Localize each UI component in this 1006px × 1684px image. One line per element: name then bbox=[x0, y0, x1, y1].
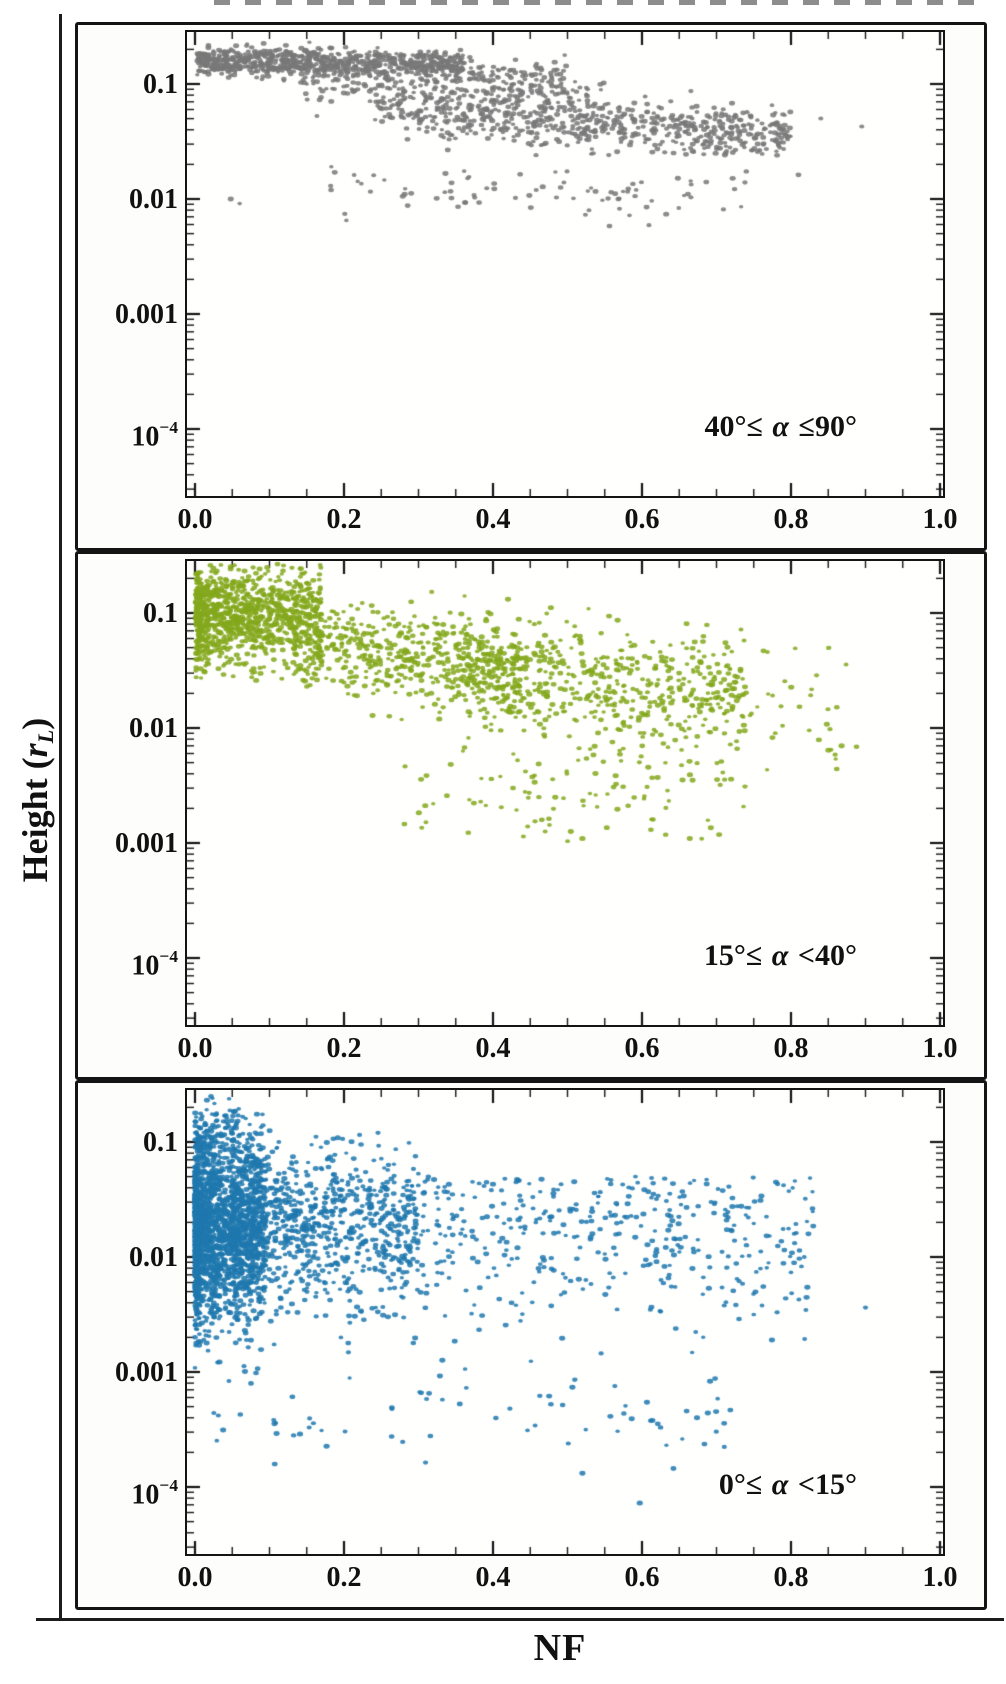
x-tick-label: 0.2 bbox=[326, 1562, 362, 1593]
y-tick-label: 10−4 bbox=[80, 413, 178, 453]
x-tick-label: 0.4 bbox=[475, 504, 511, 535]
y-tick-label: 0.001 bbox=[115, 828, 178, 859]
y-tick-label: 0.001 bbox=[115, 299, 178, 330]
x-axis-label: NF bbox=[533, 1627, 587, 1669]
x-tick-label: 0.8 bbox=[773, 1562, 809, 1593]
y-tick-exponent: −4 bbox=[159, 1476, 178, 1495]
x-tick-label: 0.0 bbox=[177, 1033, 213, 1064]
x-tick-label: 0.4 bbox=[475, 1033, 511, 1064]
y-axis-label: Height (rL) bbox=[14, 632, 58, 968]
scatter-canvas-alpha-40-90 bbox=[187, 32, 943, 496]
annotation-lhs: 15°≤ bbox=[703, 939, 770, 972]
outer-axis-line-horizontal bbox=[36, 1618, 1004, 1621]
y-tick-base: 10 bbox=[131, 1479, 160, 1511]
x-tick-label: 0.0 bbox=[177, 1562, 213, 1593]
y-tick-base: 10 bbox=[131, 421, 160, 453]
annotation-rhs: <40° bbox=[790, 939, 857, 972]
y-tick-label: 0.01 bbox=[129, 1242, 178, 1273]
plot-frame: 0°≤ α <15° bbox=[185, 1088, 945, 1556]
y-axis-label-suffix: ) bbox=[15, 717, 55, 730]
x-tick-label: 0.6 bbox=[624, 1033, 660, 1064]
panel-alpha-15-40: 15°≤ α <40° 0.1 0.01 0.001 10−4 0.0 0.2 … bbox=[75, 551, 987, 1080]
plot-frame: 40°≤ α ≤90° bbox=[185, 30, 945, 498]
y-axis-label-subscript: L bbox=[33, 729, 58, 744]
y-tick-label: 0.01 bbox=[129, 713, 178, 744]
alpha-symbol: α bbox=[771, 1468, 789, 1501]
outer-axis-line-vertical bbox=[59, 14, 62, 1621]
x-tick-label: 0.0 bbox=[177, 504, 213, 535]
y-tick-base: 10 bbox=[131, 950, 160, 982]
annotation-lhs: 40°≤ bbox=[704, 410, 771, 443]
x-tick-label: 1.0 bbox=[922, 504, 958, 535]
alpha-symbol: α bbox=[771, 939, 789, 972]
panel-alpha-0-15: 0°≤ α <15° 0.1 0.01 0.001 10−4 0.0 0.2 0… bbox=[75, 1080, 987, 1610]
x-tick-label: 1.0 bbox=[922, 1033, 958, 1064]
annotation-rhs: <15° bbox=[790, 1468, 857, 1501]
scatter-canvas-alpha-0-15 bbox=[187, 1090, 943, 1554]
y-tick-label: 10−4 bbox=[80, 1471, 178, 1511]
x-tick-label: 0.6 bbox=[624, 1562, 660, 1593]
scatter-canvas-alpha-15-40 bbox=[187, 561, 943, 1025]
y-tick-label: 0.1 bbox=[143, 598, 178, 629]
x-tick-label: 0.8 bbox=[773, 1033, 809, 1064]
annotation-lhs: 0°≤ bbox=[718, 1468, 770, 1501]
y-tick-label: 0.1 bbox=[143, 69, 178, 100]
y-tick-label: 10−4 bbox=[80, 942, 178, 982]
x-tick-label: 0.8 bbox=[773, 504, 809, 535]
panel-alpha-40-90: 40°≤ α ≤90° 0.1 0.01 0.001 10−4 0.0 0.2 … bbox=[75, 22, 987, 551]
y-tick-label: 0.01 bbox=[129, 184, 178, 215]
y-axis-label-variable: r bbox=[15, 743, 55, 758]
y-tick-label: 0.001 bbox=[115, 1357, 178, 1388]
x-tick-label: 0.2 bbox=[326, 504, 362, 535]
top-dashed-artifact bbox=[214, 0, 988, 5]
y-axis-label-prefix: Height ( bbox=[15, 757, 55, 883]
x-tick-label: 0.4 bbox=[475, 1562, 511, 1593]
alpha-symbol: α bbox=[772, 410, 790, 443]
y-tick-exponent: −4 bbox=[159, 418, 178, 437]
x-tick-label: 1.0 bbox=[922, 1562, 958, 1593]
annotation-angle-range: 15°≤ α <40° bbox=[704, 939, 857, 973]
y-tick-label: 0.1 bbox=[143, 1127, 178, 1158]
annotation-angle-range: 0°≤ α <15° bbox=[719, 1468, 857, 1502]
y-tick-exponent: −4 bbox=[159, 947, 178, 966]
x-tick-label: 0.2 bbox=[326, 1033, 362, 1064]
annotation-angle-range: 40°≤ α ≤90° bbox=[704, 410, 857, 444]
plot-frame: 15°≤ α <40° bbox=[185, 559, 945, 1027]
x-tick-label: 0.6 bbox=[624, 504, 660, 535]
annotation-rhs: ≤90° bbox=[791, 410, 857, 443]
